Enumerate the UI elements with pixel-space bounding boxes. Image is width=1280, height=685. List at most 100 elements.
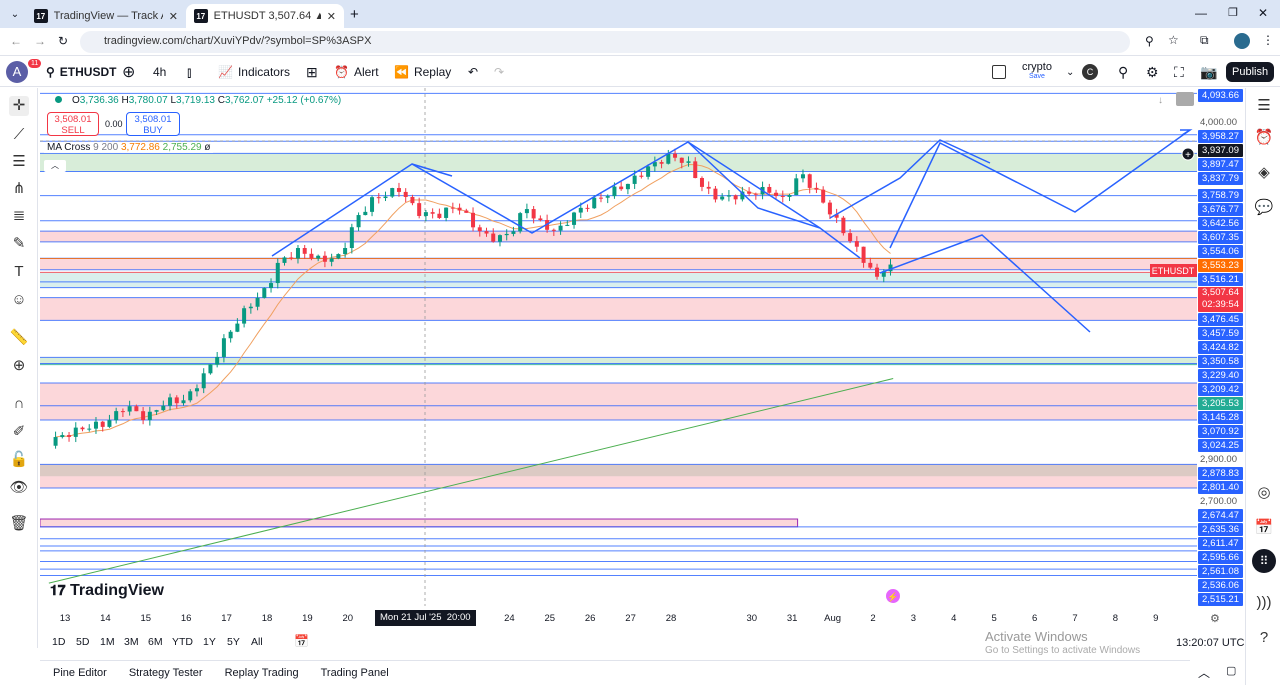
candle-body: [612, 186, 617, 197]
quick-search-icon[interactable]: ⚲: [1118, 63, 1129, 80]
watchlist-icon[interactable]: ☰: [1257, 97, 1271, 114]
range-5d[interactable]: 5D: [76, 636, 90, 648]
close-tab-icon[interactable]: ✕: [168, 10, 178, 23]
go-to-date-icon[interactable]: 📅: [294, 634, 309, 648]
zoom-in-icon[interactable]: ⊕: [12, 357, 26, 374]
indicators-button[interactable]: 📈 Indicators: [218, 65, 290, 79]
price-label: 3,837.79: [1198, 171, 1243, 185]
date-tick: 19: [302, 613, 313, 624]
zoom-icon[interactable]: ⚲: [1145, 34, 1154, 48]
fullscreen-icon[interactable]: ⛶: [1174, 63, 1184, 80]
back-icon[interactable]: ←: [10, 34, 22, 48]
layout-name[interactable]: crypto Save: [1022, 61, 1052, 81]
range-5y[interactable]: 5Y: [227, 636, 240, 648]
range-all[interactable]: All: [251, 636, 263, 648]
candle-body: [497, 235, 502, 242]
range-3m[interactable]: 3M: [124, 636, 139, 648]
reload-icon[interactable]: ↻: [58, 34, 69, 48]
ruler-icon[interactable]: 📏: [9, 329, 29, 346]
horizontal-lines-icon[interactable]: ☰: [12, 153, 26, 170]
time-axis[interactable]: Mon 21 Jul '25 20:00 13 14 15 16 17 18 19 20 24 2…: [40, 608, 1240, 628]
maximize-icon[interactable]: ❐: [1228, 7, 1238, 19]
calendar-icon[interactable]: 📅: [1254, 519, 1274, 536]
crosshair-icon[interactable]: ✛: [9, 96, 29, 116]
alerts-clock-icon[interactable]: ⏰: [1254, 129, 1274, 146]
pitchfork-icon[interactable]: ⋔: [12, 180, 26, 197]
candle-body: [255, 297, 260, 307]
ma-cross-legend[interactable]: MA Cross 9 200 3,772.86 2,755.29 ø: [44, 142, 214, 153]
lock-drawing-icon[interactable]: ✐: [12, 423, 26, 440]
candle-body: [356, 215, 361, 228]
url-input[interactable]: tradingview.com/chart/XuviYPdv/?symbol=S…: [80, 31, 1130, 53]
layout-checkbox[interactable]: [992, 65, 1006, 79]
profile-avatar[interactable]: [1234, 33, 1250, 49]
fib-icon[interactable]: ≣: [12, 207, 26, 224]
compare-symbol-icon[interactable]: ⊕: [122, 64, 136, 81]
screenshot-camera-icon[interactable]: 📷: [1200, 63, 1218, 80]
layers-icon[interactable]: ◈: [1258, 164, 1270, 181]
price-tick: 2,900.00: [1200, 454, 1237, 465]
sell-button[interactable]: 3,508.01 SELL: [47, 112, 99, 136]
candles-type-icon[interactable]: ⫾: [187, 63, 192, 80]
broadcast-icon[interactable]: ))): [1256, 594, 1272, 611]
trendline-icon[interactable]: ⟋: [13, 126, 25, 143]
forward-icon[interactable]: →: [34, 34, 46, 48]
replay-button[interactable]: ⏪ Replay: [394, 65, 452, 79]
price-chart[interactable]: ETHUSDT ↓ + ⚡: [40, 88, 1197, 606]
buy-button[interactable]: 3,508.01 BUY: [126, 112, 180, 136]
candle-body: [767, 186, 772, 193]
symbol-search[interactable]: ⚲ ETHUSDT: [46, 65, 117, 79]
candle-body: [491, 233, 496, 242]
target-icon[interactable]: ◎: [1257, 484, 1271, 501]
settings-gear-icon[interactable]: ⚙: [1146, 63, 1159, 80]
eye-icon[interactable]: 👁: [9, 479, 29, 496]
bottom-tab-2[interactable]: Replay Trading: [224, 667, 299, 679]
publish-button[interactable]: Publish: [1226, 62, 1275, 82]
collapse-legend-icon[interactable]: ︿: [44, 160, 66, 172]
price-label: 2,536.06: [1198, 579, 1243, 592]
user-initial-badge[interactable]: C: [1082, 64, 1098, 80]
close-tab-icon[interactable]: ✕: [326, 10, 336, 23]
range-1m[interactable]: 1M: [100, 636, 115, 648]
range-1y[interactable]: 1Y: [203, 636, 216, 648]
user-avatar[interactable]: A: [6, 57, 28, 87]
text-icon[interactable]: T: [14, 263, 24, 280]
chat-icon[interactable]: 💬: [1254, 199, 1274, 216]
new-tab-icon[interactable]: +: [350, 6, 359, 23]
undo-icon[interactable]: ↶: [468, 65, 479, 79]
bottom-tab-3[interactable]: Trading Panel: [320, 667, 389, 679]
magnet-icon[interactable]: ∩: [13, 395, 25, 412]
extensions-icon[interactable]: ⧉: [1200, 33, 1209, 47]
price-label: 2,561.08: [1198, 565, 1243, 578]
close-window-icon[interactable]: ✕: [1258, 6, 1269, 20]
time-axis-settings-icon[interactable]: ⚙: [1210, 613, 1220, 625]
interval-button[interactable]: 4h: [153, 65, 167, 79]
tab-list-chevron-icon[interactable]: ⌄: [10, 9, 20, 20]
menu-icon[interactable]: ⋮: [1262, 33, 1274, 47]
range-1d[interactable]: 1D: [52, 636, 66, 648]
apps-grid-icon[interactable]: ⠿: [1252, 549, 1276, 573]
lock-icon[interactable]: 🔓: [9, 451, 29, 468]
layouts-icon[interactable]: ⊞: [306, 63, 318, 80]
help-icon[interactable]: ?: [1259, 629, 1269, 646]
range-ytd[interactable]: YTD: [172, 636, 193, 648]
maximize-panel-icon[interactable]: ▢: [1226, 665, 1237, 677]
brush-icon[interactable]: ✎: [12, 235, 26, 252]
range-6m[interactable]: 6M: [148, 636, 163, 648]
bookmark-star-icon[interactable]: ☆: [1168, 33, 1179, 47]
alert-button[interactable]: ⏰ Alert: [334, 65, 379, 79]
bottom-tab-1[interactable]: Strategy Tester: [128, 667, 203, 679]
layout-chevron-down-icon[interactable]: ⌄: [1066, 66, 1075, 78]
candle-body: [396, 188, 401, 192]
minimize-icon[interactable]: —: [1195, 6, 1207, 20]
redo-icon[interactable]: ↷: [494, 65, 505, 79]
utc-clock[interactable]: 13:20:07 UTC: [1176, 637, 1245, 649]
collapse-panel-chevron-icon[interactable]: ︿: [1198, 666, 1211, 680]
candle-body: [235, 323, 240, 332]
emoji-icon[interactable]: ☺: [11, 291, 27, 308]
bottom-tab-0[interactable]: Pine Editor: [53, 667, 107, 679]
candle-body: [518, 213, 523, 232]
trash-icon[interactable]: 🗑: [9, 515, 29, 532]
